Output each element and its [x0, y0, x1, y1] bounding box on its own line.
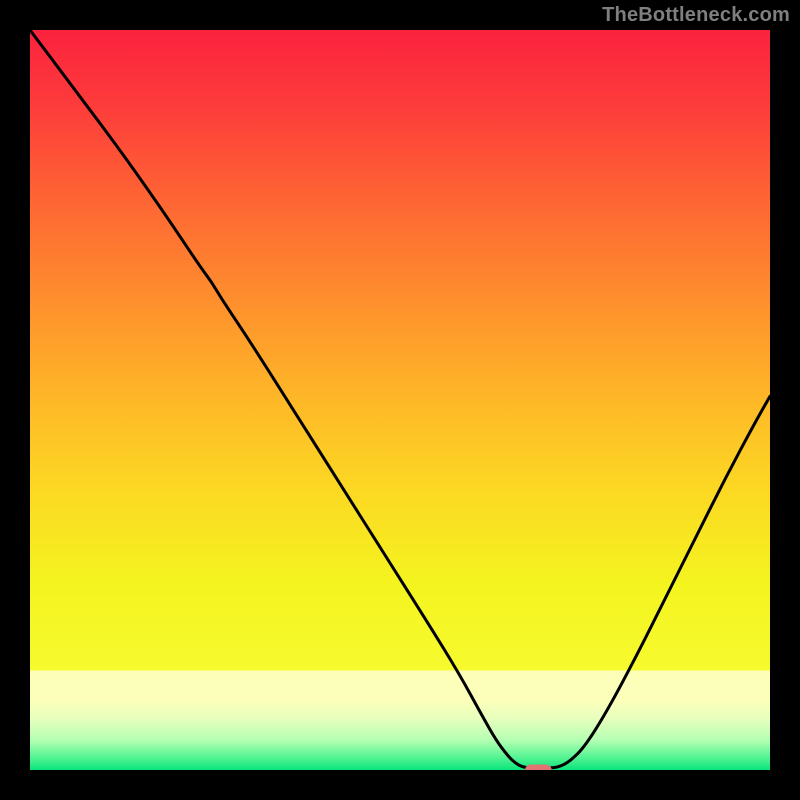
optimum-marker — [525, 764, 552, 770]
plot-area — [30, 30, 770, 770]
plot-background — [30, 30, 770, 770]
plot-svg — [30, 30, 770, 770]
figure-root: TheBottleneck.com — [0, 0, 800, 800]
watermark-text: TheBottleneck.com — [602, 4, 790, 27]
